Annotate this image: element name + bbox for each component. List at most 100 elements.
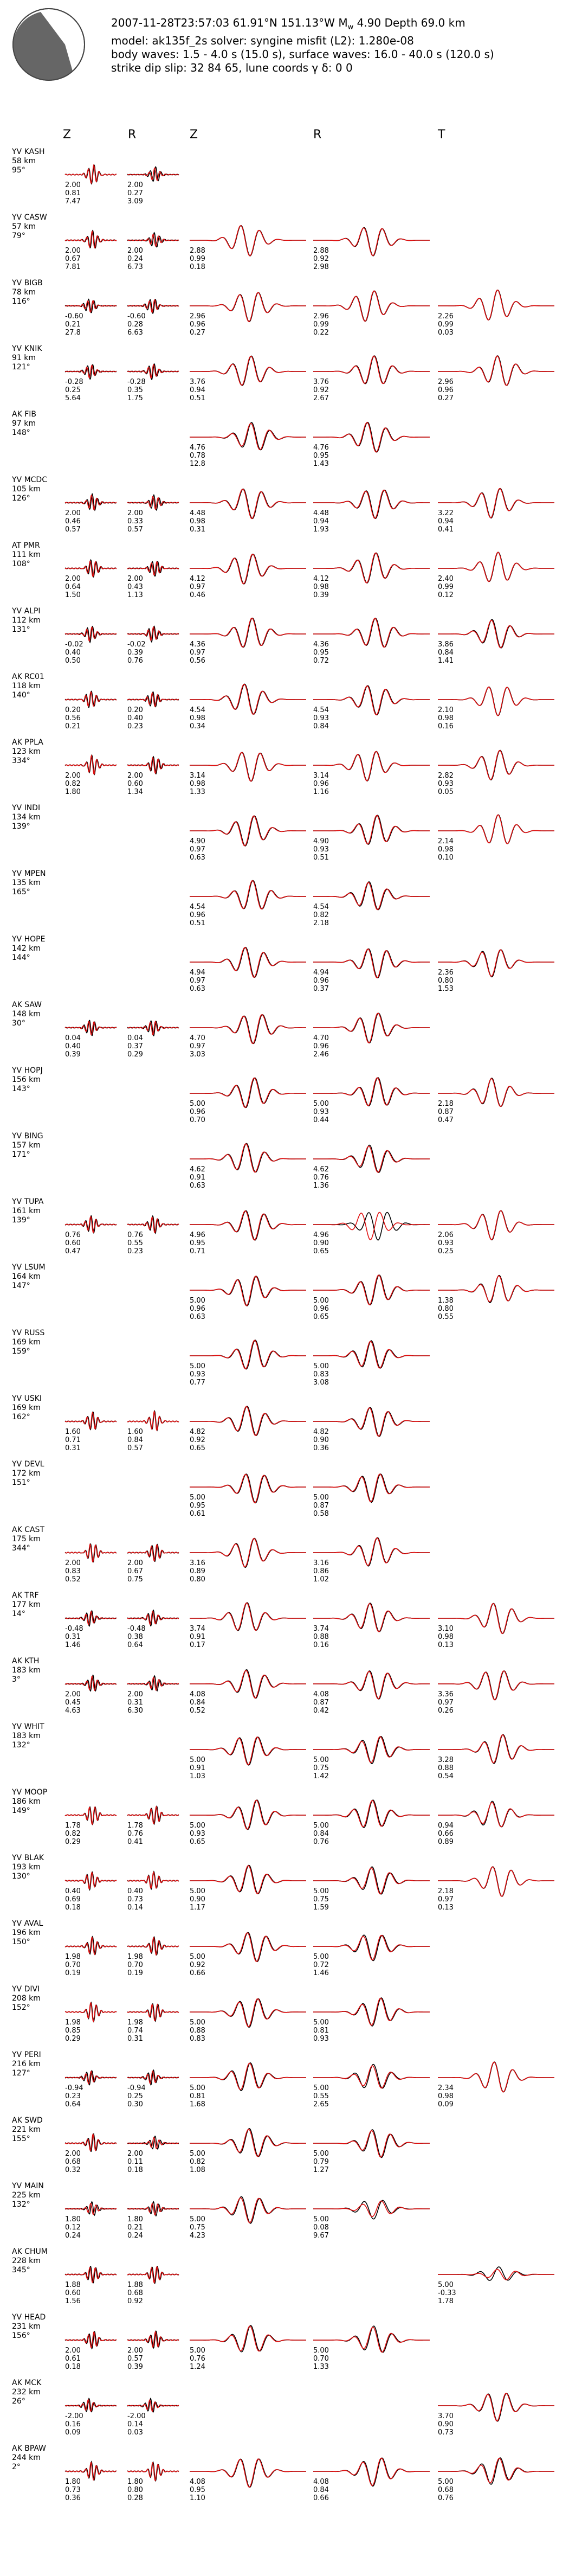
fit-stats: 0.04 0.37 0.29 [127, 1034, 143, 1059]
synthetic-trace [127, 2462, 179, 2482]
synthetic-trace [313, 1077, 430, 1106]
station-label: YV HOPJ 156 km 143° [12, 1066, 43, 1094]
fit-stats: -2.00 0.16 0.09 [65, 2412, 83, 2437]
station-row: AT PMR 111 km 108° 2.00 0.64 1.50 2.00 0.43 1.13… [0, 541, 569, 623]
station-name: YV TUPA [12, 1197, 44, 1206]
synthetic-trace [64, 494, 117, 511]
synthetic-trace [313, 489, 430, 519]
station-waveforms [64, 2196, 430, 2224]
fit-stats: 3.76 0.94 0.51 [190, 378, 205, 402]
station-azimuth: 26° [12, 2397, 25, 2406]
station-label: AK SWD 221 km 155° [12, 2116, 43, 2144]
amplitude-ratio: 0.09 [65, 2428, 81, 2437]
station-row: AK MCK 232 km 26° -2.00 0.16 0.09 -2.00 0.14 0.0… [0, 2379, 569, 2460]
synthetic-trace [438, 1210, 554, 1240]
cross-correlation: 0.84 [127, 1436, 143, 1444]
station-waveforms [64, 2128, 430, 2158]
station-distance: 169 km [12, 1338, 41, 1347]
observed-trace [190, 422, 306, 451]
synthetic-trace [438, 290, 554, 321]
station-distance: 172 km [12, 1469, 41, 1478]
station-azimuth: 165° [12, 888, 30, 896]
amplitude-ratio: 1.10 [190, 2494, 205, 2502]
synthetic-trace [190, 1014, 306, 1045]
amplitude-ratio: 6.30 [127, 1707, 143, 1715]
fit-stats: 1.88 0.68 0.92 [127, 2281, 143, 2305]
station-waveforms [64, 1997, 430, 2028]
cross-correlation: 0.95 [313, 649, 329, 657]
fit-stats: -0.02 0.39 0.76 [127, 640, 146, 665]
amplitude-ratio: 0.93 [313, 2035, 329, 2043]
station-azimuth: 139° [12, 822, 30, 831]
fit-stats: -0.02 0.40 0.50 [65, 640, 83, 665]
fit-stats: 5.00 0.76 1.24 [190, 2347, 205, 2371]
time-shift: 1.60 [127, 1428, 143, 1436]
station-name: YV KASH [12, 148, 45, 156]
cross-correlation: 0.83 [313, 1370, 329, 1379]
synthetic-trace [313, 1212, 430, 1240]
cross-correlation: 0.90 [313, 1239, 329, 1247]
station-row: YV BING 157 km 171° 4.62 0.91 0.63 4.62 0.76 1.3… [0, 1132, 569, 1213]
station-label: AK KTH 183 km 3° [12, 1657, 41, 1684]
cross-correlation: 0.46 [65, 517, 81, 526]
station-name: AK KTH [12, 1657, 40, 1665]
time-shift: 2.06 [438, 1231, 454, 1239]
station-distance: 183 km [12, 1732, 41, 1740]
amplitude-ratio: 1.03 [190, 1772, 205, 1780]
observed-trace [438, 2266, 554, 2281]
cross-correlation: 0.70 [127, 1961, 143, 1969]
station-row: YV HOPE 142 km 144° 4.94 0.97 0.63 4.94 0.96 0.3… [0, 935, 569, 1016]
event-header: 2007-11-28T23:57:03 61.91°N 151.13°W Mw … [111, 16, 494, 75]
amplitude-ratio: 0.24 [65, 2232, 81, 2240]
time-shift: 5.00 [313, 2018, 329, 2027]
amplitude-ratio: 7.47 [65, 197, 81, 206]
time-shift: 2.00 [127, 509, 143, 517]
synthetic-trace [313, 1537, 430, 1566]
cross-correlation: 0.55 [313, 2092, 329, 2100]
amplitude-ratio: 2.65 [313, 2100, 329, 2109]
synthetic-trace [190, 2325, 306, 2352]
cross-correlation: 0.24 [127, 255, 143, 263]
time-shift: -2.00 [65, 2412, 83, 2420]
station-waveforms [64, 1602, 554, 1635]
time-shift: 1.80 [127, 2478, 143, 2486]
station-waveforms [64, 552, 554, 585]
time-shift: 4.54 [313, 706, 329, 714]
observed-trace [438, 289, 554, 321]
station-distance: 123 km [12, 747, 41, 756]
synthetic-trace [65, 1871, 117, 1890]
station-label: YV MCDC 105 km 126° [12, 476, 47, 503]
station-label: AT PMR 111 km 108° [12, 541, 41, 569]
model-line: model: ak135f_2s solver: syngine misfit … [111, 34, 414, 47]
station-label: YV MAIN 225 km 132° [12, 2182, 44, 2209]
station-name: AK SAW [12, 1001, 42, 1009]
filter-line: body waves: 1.5 - 4.0 s (15.0 s), surfac… [111, 48, 494, 61]
fit-stats: 2.00 0.60 1.34 [127, 772, 143, 796]
time-shift: 2.40 [438, 575, 454, 583]
synthetic-trace [127, 692, 179, 708]
time-shift: 2.96 [190, 312, 205, 321]
fit-stats: 5.00 0.92 0.66 [190, 1953, 205, 1977]
fit-stats: 0.40 0.73 0.14 [127, 1887, 143, 1912]
amplitude-ratio: 2.46 [313, 1050, 329, 1059]
amplitude-ratio: 0.63 [190, 985, 205, 993]
cross-correlation: 0.82 [65, 780, 81, 788]
synthetic-trace [313, 618, 430, 648]
synthetic-trace [438, 488, 554, 518]
fit-stats: 1.80 0.12 0.24 [65, 2215, 81, 2240]
cross-correlation: 0.96 [313, 977, 329, 985]
cross-correlation: 0.57 [127, 2355, 143, 2363]
station-label: YV DIVI 208 km 152° [12, 1985, 41, 2013]
cross-correlation: 0.73 [65, 2486, 81, 2494]
amplitude-ratio: 1.36 [313, 1182, 329, 1190]
fit-stats: 5.00 0.82 1.08 [190, 2150, 205, 2174]
synthetic-trace [127, 561, 179, 576]
synthetic-trace [190, 1670, 306, 1699]
cross-correlation: 0.97 [190, 977, 205, 985]
fit-stats: 4.12 0.97 0.46 [190, 575, 205, 599]
time-shift: 3.14 [190, 772, 205, 780]
amplitude-ratio: 3.08 [313, 1379, 329, 1387]
time-shift: 0.20 [127, 706, 143, 714]
station-distance: 91 km [12, 354, 36, 362]
amplitude-ratio: 0.29 [127, 1050, 143, 1059]
